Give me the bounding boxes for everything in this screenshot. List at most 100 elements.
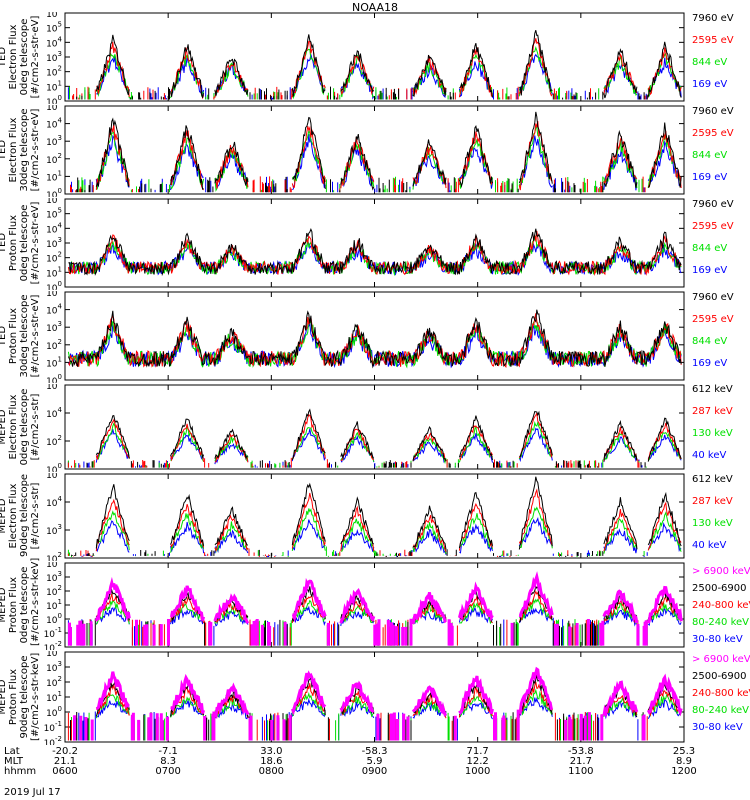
panel-8: 10-210-1100101102103104MEPEDProton Flux9… bbox=[0, 651, 750, 745]
legend-item: 169 eV bbox=[692, 358, 728, 369]
x-tick-label-group: -53.8 21.7 1100 bbox=[551, 747, 611, 777]
series-844-ev bbox=[67, 317, 682, 369]
y-tick-label: 102 bbox=[46, 584, 62, 598]
legend-item: 7960 eV bbox=[692, 199, 734, 210]
series-7960-ev bbox=[68, 227, 682, 277]
y-tick-label: 101 bbox=[46, 355, 62, 369]
legend-item: 287 keV bbox=[692, 406, 733, 417]
legend-item: 7960 eV bbox=[692, 106, 734, 117]
y-tick-label: 104 bbox=[46, 562, 62, 570]
legend-item: 130 keV bbox=[692, 518, 733, 529]
panel-4-plot: 100 101 102 103 104 105 bbox=[46, 291, 685, 383]
y-tick-label: 100 bbox=[46, 462, 62, 472]
panel-2-plot: 100 101 102 103 104 105 bbox=[46, 105, 685, 197]
date-label: 2019 Jul 17 bbox=[4, 787, 61, 798]
panel-1-y-axis-label: TED Electron Flux 0deg telescope [#/cm2-s-s… bbox=[0, 14, 41, 100]
x-tick-mlt-label: 8.9 bbox=[676, 756, 692, 767]
y-axis-label-line: [#/cm2-s-str] bbox=[30, 393, 41, 461]
x-axis-row-labels: Lat MLT hhmm bbox=[4, 747, 36, 777]
y-tick-label: 100 bbox=[46, 612, 62, 626]
panel-frame bbox=[64, 651, 685, 743]
y-tick-label: 105 bbox=[46, 207, 62, 221]
series-612-kev bbox=[86, 408, 682, 468]
y-tick-label: 103 bbox=[46, 523, 62, 537]
y-axis-label-line: 0deg telescope bbox=[19, 18, 30, 96]
legend-item: 169 eV bbox=[692, 265, 728, 276]
y-tick-label: 103 bbox=[46, 134, 62, 148]
y-axis-label-line: TED bbox=[0, 139, 8, 161]
y-tick-label: 102 bbox=[46, 434, 62, 448]
panel-6-data bbox=[67, 476, 682, 557]
y-tick-label: 104 bbox=[46, 495, 62, 509]
y-tick-label: 102 bbox=[46, 251, 62, 265]
series-287-kev bbox=[67, 488, 682, 557]
series--6900-kev bbox=[73, 666, 683, 741]
panel-2-legend: 7960 eV 2595 eV 844 eV 169 eV bbox=[692, 106, 734, 194]
y-tick-label: 10-1 bbox=[44, 626, 62, 640]
panel-frame bbox=[64, 12, 685, 102]
y-tick-label: 103 bbox=[46, 320, 62, 334]
panel-5-y-axis-label: MEPED Electron Flux 0deg telescope [#/cm2-s… bbox=[0, 386, 41, 468]
y-axis-label-line: [#/cm2-s-str-keV] bbox=[30, 557, 41, 646]
series-287-kev bbox=[67, 411, 682, 468]
y-tick-label: 101 bbox=[46, 598, 62, 612]
panel-8-plot: 10-210-1100101102103104 bbox=[44, 651, 685, 745]
y-tick-label: 10-2 bbox=[44, 640, 62, 650]
y-axis-label-line: 90deg telescope bbox=[19, 473, 30, 557]
x-tick-mlt-label: 5.9 bbox=[366, 756, 383, 767]
panel-5-data bbox=[67, 408, 682, 468]
x-tick-hhmm-label: 0900 bbox=[361, 766, 388, 777]
panel-6-legend: 612 keV 287 keV 130 keV 40 keV bbox=[692, 474, 733, 562]
legend-item: 130 keV bbox=[692, 428, 733, 439]
y-tick-label: 102 bbox=[46, 551, 62, 561]
y-tick-label: 100 bbox=[46, 94, 62, 104]
legend-item: 287 keV bbox=[692, 496, 733, 507]
panel-4-legend: 7960 eV 2595 eV 844 eV 169 eV bbox=[692, 292, 734, 380]
x-tick-label-group: -20.2 21.1 0600 bbox=[35, 747, 95, 777]
legend-item: 612 keV bbox=[692, 474, 733, 485]
x-tick-hhmm-label: 1100 bbox=[568, 766, 594, 777]
x-tick-hhmm-label: 0600 bbox=[52, 766, 78, 777]
y-axis-label-line: MEPED bbox=[0, 498, 8, 534]
panel-frame bbox=[64, 198, 685, 288]
x-tick-mlt-label: 21.7 bbox=[569, 756, 592, 767]
legend-item: 30-80 keV bbox=[692, 634, 743, 645]
y-tick-label: 100 bbox=[46, 373, 62, 383]
legend-item: 2500-6900 bbox=[692, 671, 747, 682]
x-tick-hhmm-label: 0700 bbox=[155, 766, 181, 777]
x-tick-label-group: -7.1 8.3 0700 bbox=[138, 747, 198, 777]
y-axis-label-line: [#/cm2-s-str-eV] bbox=[30, 108, 41, 192]
legend-item: 240-800 keV bbox=[692, 600, 750, 611]
y-axis-label-line: [#/cm2-s-str] bbox=[30, 482, 41, 550]
legend-item: 7960 eV bbox=[692, 13, 734, 24]
y-axis-label-line: 0deg telescope bbox=[19, 204, 30, 282]
y-axis-label-line: [#/cm2-s-str-keV] bbox=[30, 652, 41, 741]
x-tick-lat-label: 71.7 bbox=[466, 746, 489, 757]
panel-3-legend: 7960 eV 2595 eV 844 eV 169 eV bbox=[692, 199, 734, 287]
y-tick-label: 103 bbox=[46, 236, 62, 250]
series-7960-ev bbox=[76, 111, 682, 193]
panel-3-data bbox=[67, 227, 682, 277]
y-tick-label: 102 bbox=[46, 675, 62, 689]
y-tick-label: 104 bbox=[46, 303, 62, 317]
y-tick-label: 106 bbox=[46, 12, 62, 20]
y-axis-label-line: 30deg telescope bbox=[19, 108, 30, 192]
y-axis-label-line: [#/cm2-s-str-eV] bbox=[30, 15, 41, 99]
y-tick-label: 104 bbox=[46, 221, 62, 235]
series-844-ev bbox=[78, 126, 682, 193]
panel-3-plot: 100101102103104105106 bbox=[46, 198, 685, 290]
legend-item: 169 eV bbox=[692, 172, 728, 183]
panel-8-data bbox=[67, 666, 683, 741]
y-tick-label: 101 bbox=[46, 169, 62, 183]
y-axis-label-line: 90deg telescope bbox=[19, 655, 30, 739]
legend-item: 2595 eV bbox=[692, 314, 734, 325]
panel-3: 100101102103104105106TEDProton Flux0deg … bbox=[0, 198, 750, 290]
x-tick-mlt-label: 12.2 bbox=[466, 756, 489, 767]
y-tick-label: 103 bbox=[46, 570, 62, 584]
legend-item: 844 eV bbox=[692, 150, 728, 161]
figure-title: NOAA18 bbox=[351, 1, 399, 14]
y-axis-label-line: [#/cm2-s-str-eV] bbox=[30, 294, 41, 378]
legend-item: 844 eV bbox=[692, 57, 728, 68]
y-tick-label: 10-2 bbox=[44, 735, 62, 745]
